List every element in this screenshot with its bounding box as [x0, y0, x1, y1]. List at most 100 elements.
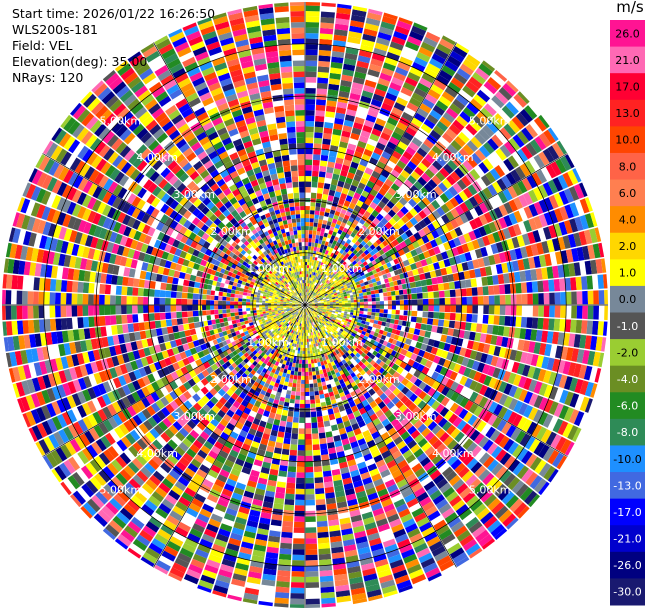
velocity-gate	[579, 214, 589, 230]
velocity-gate	[334, 296, 339, 299]
velocity-gate	[310, 268, 313, 272]
velocity-gate	[443, 320, 450, 328]
velocity-gate	[379, 309, 384, 314]
velocity-gate	[292, 362, 296, 368]
velocity-gate	[584, 381, 595, 397]
velocity-gate	[449, 50, 465, 63]
velocity-gate	[586, 275, 594, 290]
velocity-gate	[514, 350, 523, 363]
velocity-gate	[311, 305, 315, 307]
velocity-gate	[285, 373, 291, 379]
velocity-gate	[429, 270, 437, 278]
velocity-gate	[462, 58, 478, 72]
velocity-gate	[446, 144, 459, 156]
velocity-gate	[543, 212, 554, 226]
velocity-gate	[342, 256, 348, 262]
velocity-gate	[350, 161, 359, 170]
velocity-gate	[282, 515, 294, 522]
velocity-gate	[315, 295, 319, 298]
velocity-gate	[330, 271, 334, 276]
velocity-gate	[332, 297, 336, 300]
velocity-gate	[413, 274, 421, 282]
velocity-gate	[469, 219, 478, 230]
velocity-gate	[394, 243, 403, 252]
velocity-gate	[310, 338, 313, 342]
velocity-gate	[299, 335, 302, 339]
velocity-gate	[393, 334, 400, 341]
velocity-gate	[470, 278, 477, 288]
velocity-gate	[556, 140, 568, 155]
velocity-gate	[430, 84, 444, 95]
velocity-gate	[466, 102, 480, 115]
velocity-gate	[449, 313, 456, 321]
velocity-gate	[296, 466, 305, 473]
velocity-gate	[322, 290, 326, 293]
velocity-gate	[517, 91, 530, 105]
velocity-gate	[295, 347, 299, 351]
velocity-gate	[306, 298, 309, 302]
velocity-gate	[391, 300, 396, 305]
velocity-gate	[476, 362, 486, 373]
velocity-gate	[331, 288, 336, 291]
velocity-gate	[587, 244, 596, 260]
velocity-gate	[314, 471, 323, 478]
velocity-gate	[127, 547, 142, 559]
velocity-gate	[287, 471, 296, 478]
velocity-gate	[515, 282, 522, 294]
velocity-gate	[357, 276, 363, 281]
velocity-gate	[290, 582, 305, 588]
velocity-gate	[305, 483, 315, 489]
velocity-gate	[390, 314, 396, 319]
velocity-gate	[308, 338, 311, 342]
velocity-gate	[375, 297, 380, 302]
velocity-gate	[333, 245, 339, 251]
velocity-gate	[416, 286, 423, 293]
velocity-gate	[498, 347, 507, 358]
velocity-gate	[311, 363, 315, 368]
velocity-gate	[408, 141, 420, 152]
velocity-gate	[278, 559, 291, 566]
velocity-gate	[343, 293, 348, 297]
velocity-gate	[436, 120, 449, 132]
velocity-gate	[511, 236, 520, 249]
velocity-gate	[314, 272, 318, 277]
velocity-gate	[555, 158, 567, 174]
velocity-gate	[336, 152, 346, 160]
velocity-gate	[327, 195, 334, 202]
velocity-gate	[307, 299, 310, 303]
velocity-gate	[494, 165, 506, 178]
velocity-gate	[425, 345, 433, 353]
velocity-gate	[294, 407, 300, 412]
velocity-gate	[317, 71, 329, 79]
velocity-gate	[572, 168, 582, 183]
velocity-gate	[316, 292, 320, 295]
velocity-gate	[319, 575, 334, 583]
velocity-gate	[296, 383, 301, 388]
velocity-gate	[352, 156, 361, 164]
velocity-gate	[314, 285, 317, 290]
velocity-gate	[478, 63, 493, 77]
velocity-gate	[312, 275, 315, 279]
velocity-gate	[357, 286, 362, 291]
velocity-gate	[387, 255, 394, 262]
velocity-gate	[358, 49, 372, 59]
velocity-gate	[367, 311, 372, 316]
velocity-gate	[391, 275, 397, 282]
velocity-gate	[315, 202, 321, 208]
velocity-gate	[355, 65, 368, 74]
velocity-gate	[301, 367, 305, 372]
velocity-gate	[378, 316, 383, 322]
velocity-gate	[396, 20, 412, 31]
velocity-gate	[305, 214, 310, 219]
velocity-gate	[548, 225, 557, 239]
velocity-gate	[308, 271, 311, 275]
velocity-gate	[314, 289, 317, 293]
velocity-gate	[317, 270, 320, 274]
velocity-gate	[597, 321, 605, 336]
velocity-gate	[383, 296, 388, 301]
velocity-gate	[526, 281, 533, 293]
velocity-gate	[346, 238, 352, 245]
velocity-gate	[353, 192, 361, 200]
velocity-gate	[508, 199, 519, 212]
velocity-gate	[344, 309, 348, 312]
